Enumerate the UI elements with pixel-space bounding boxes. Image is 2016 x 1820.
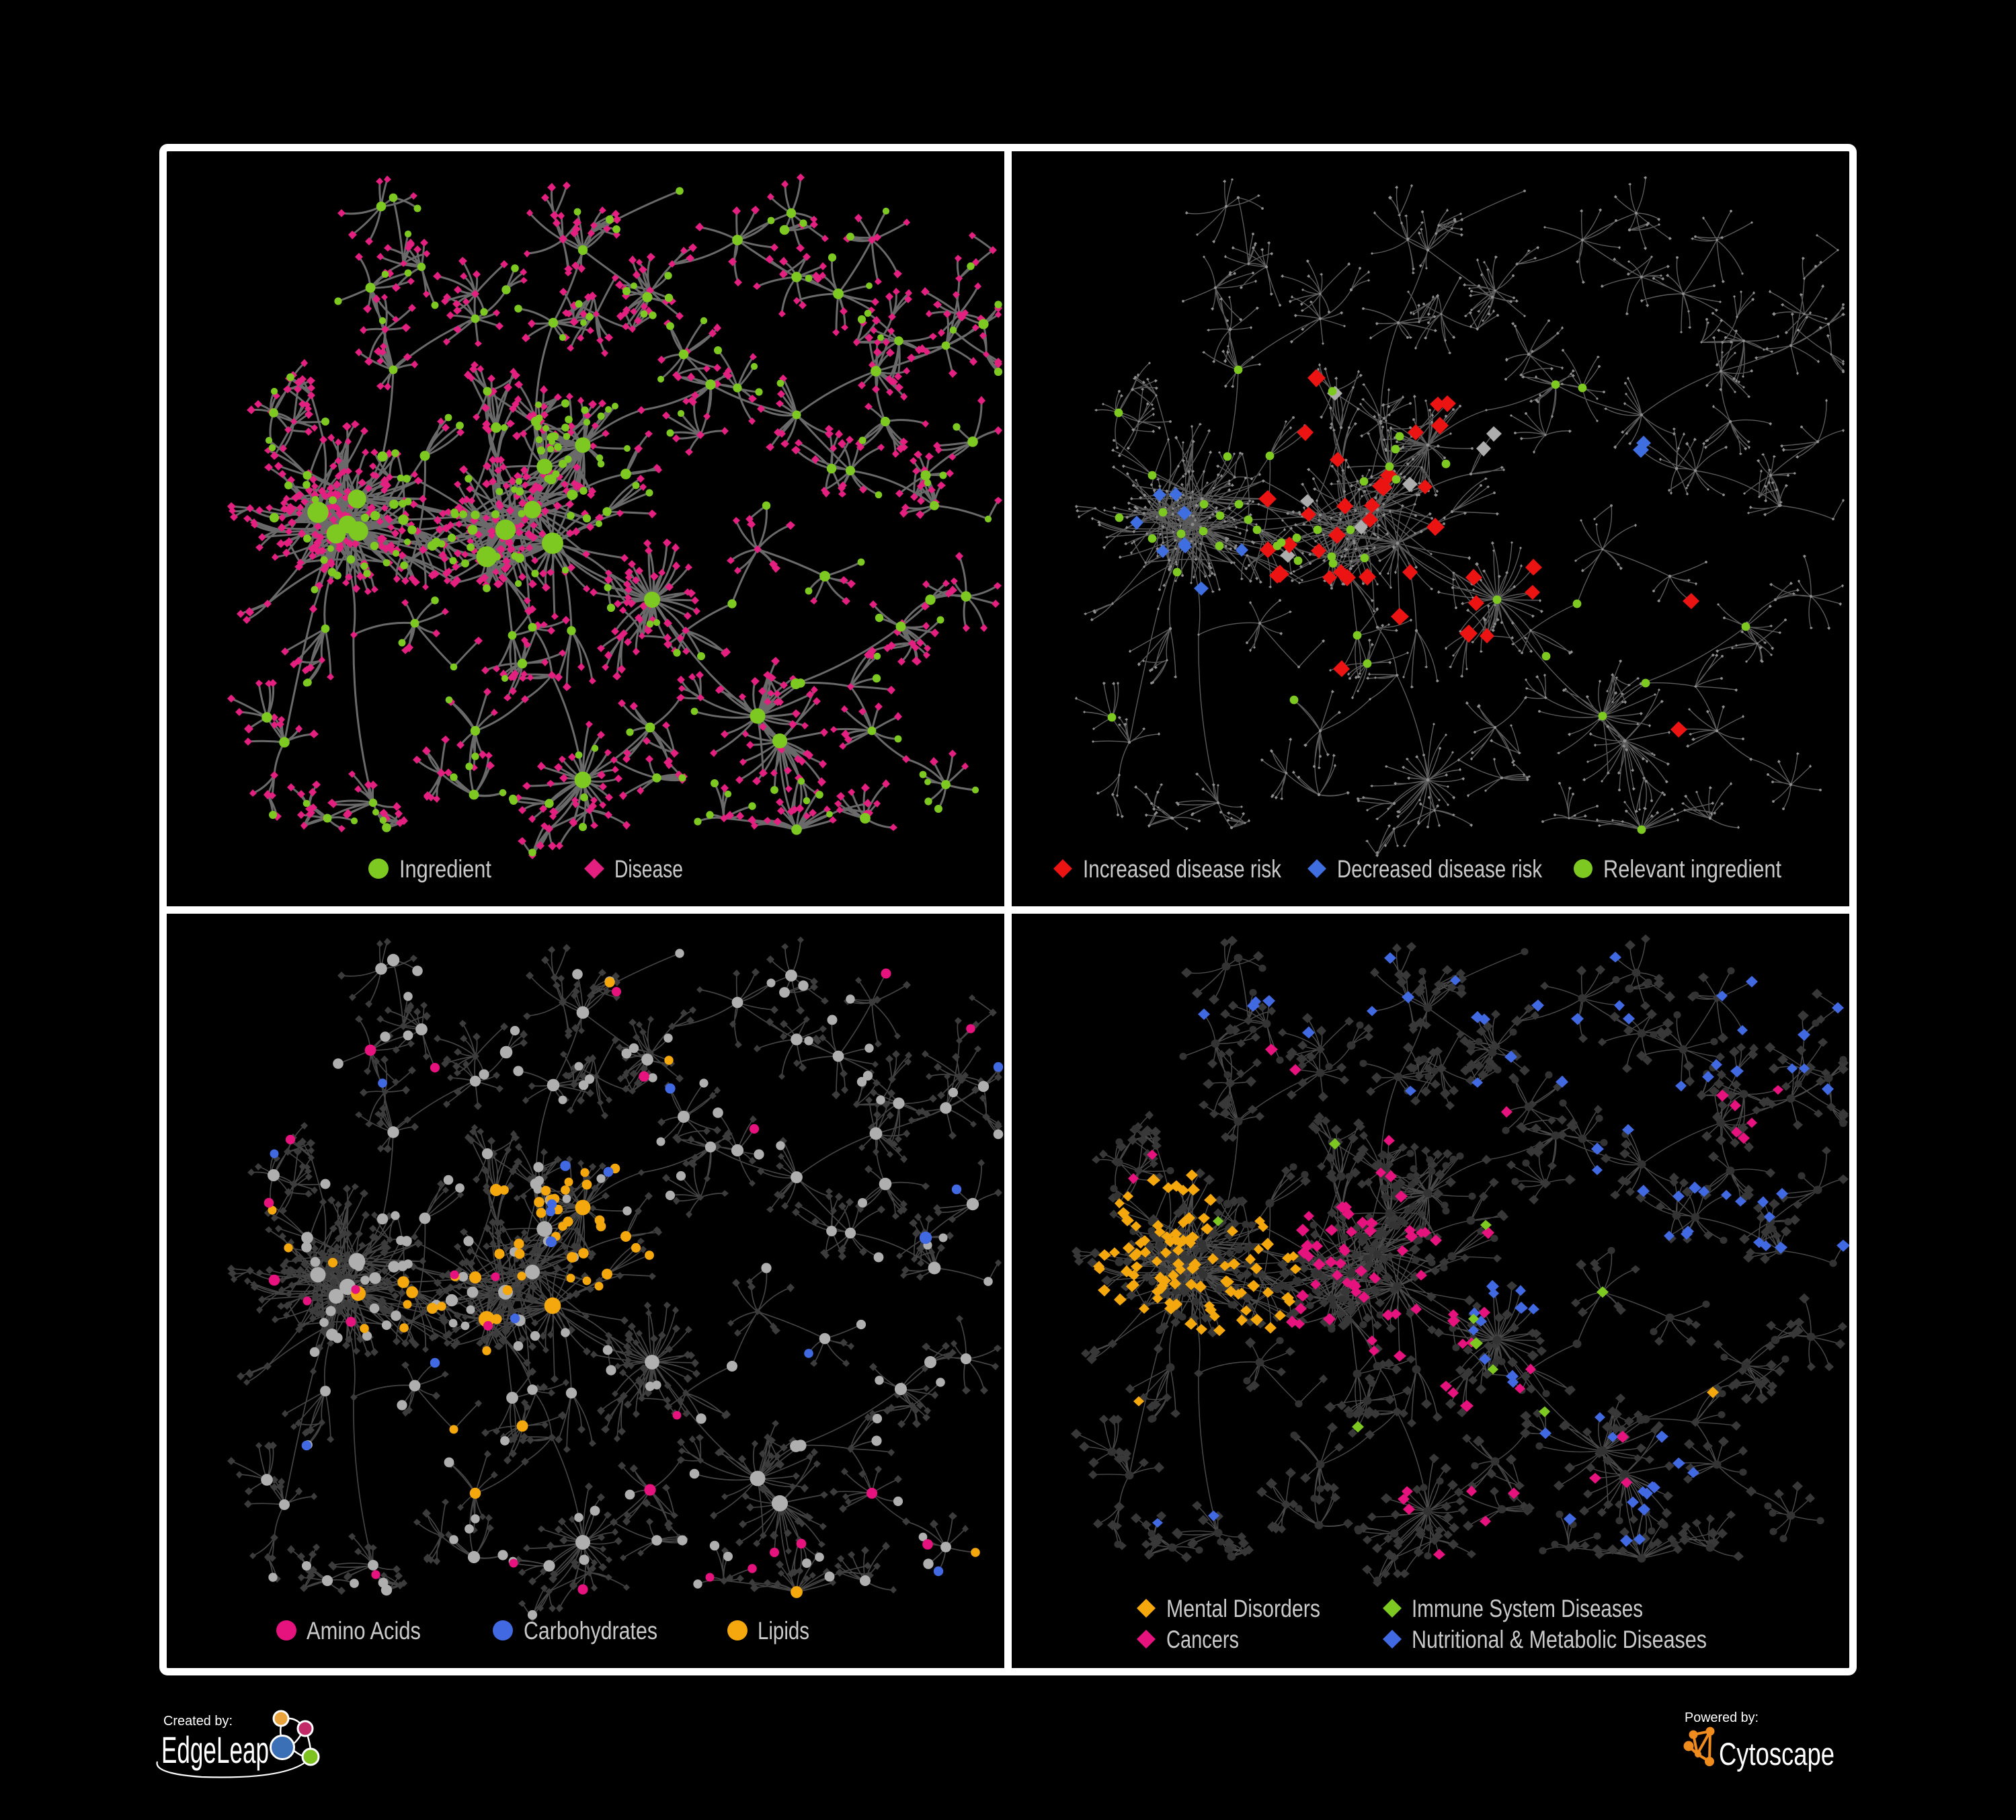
svg-text:Powered by:: Powered by: [1685, 1710, 1759, 1725]
svg-text:Carbohydrates: Carbohydrates [524, 1617, 657, 1645]
svg-text:Mental Disorders: Mental Disorders [1166, 1595, 1320, 1622]
svg-text:Relevant ingredient: Relevant ingredient [1603, 855, 1782, 883]
svg-text:Nutritional & Metabolic Diseas: Nutritional & Metabolic Diseases [1412, 1626, 1707, 1653]
svg-text:EdgeLeap: EdgeLeap [161, 1729, 269, 1771]
svg-text:Lipids: Lipids [758, 1617, 809, 1645]
svg-text:Amino Acids: Amino Acids [307, 1617, 421, 1645]
svg-text:Cancers: Cancers [1166, 1626, 1239, 1653]
svg-text:Immune System Diseases: Immune System Diseases [1412, 1595, 1643, 1622]
svg-text:Ingredient: Ingredient [399, 855, 492, 883]
svg-text:Cytoscape: Cytoscape [1719, 1736, 1834, 1772]
svg-text:Disease: Disease [614, 855, 683, 883]
svg-text:Created by:: Created by: [163, 1714, 233, 1729]
svg-text:Decreased disease risk: Decreased disease risk [1337, 855, 1542, 883]
svg-text:Increased disease risk: Increased disease risk [1083, 855, 1281, 883]
